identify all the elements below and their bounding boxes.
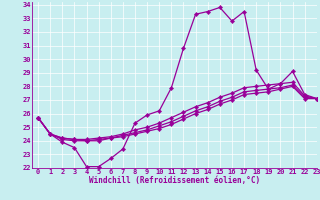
X-axis label: Windchill (Refroidissement éolien,°C): Windchill (Refroidissement éolien,°C) [89,176,260,185]
